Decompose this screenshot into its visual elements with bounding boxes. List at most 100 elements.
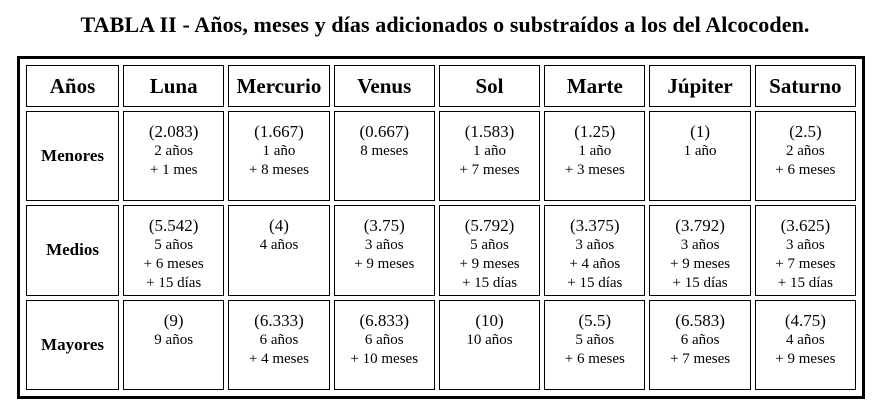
cell-line: + 1 mes <box>149 162 198 178</box>
table-cell: (6.333) 6 años + 4 meses <box>228 299 330 390</box>
cell-value: (3.792) <box>675 216 725 236</box>
cell-line: + 7 meses <box>775 256 836 273</box>
cell-line: 8 meses <box>360 143 409 159</box>
table-cell: (3.375) 3 años + 4 años + 15 días <box>544 205 646 296</box>
cell-value: (5.5) <box>578 310 612 330</box>
cell-line: + 6 meses <box>775 162 836 178</box>
table-cell: (1.667) 1 año + 8 meses <box>228 111 330 202</box>
table-row: Mayores (9) 9 años (6.333) 6 años + 4 meses (6… <box>26 299 856 390</box>
cell-line: + 8 meses <box>248 162 310 178</box>
cell-line: 10 años <box>466 331 513 348</box>
table-cell: (10) 10 años <box>438 299 541 390</box>
cell-line: + 4 años <box>569 256 621 273</box>
cell-line: 4 años <box>785 331 825 348</box>
table-cell: (4) 4 años <box>228 205 330 296</box>
row-header: Menores <box>26 111 120 202</box>
cell-line: 5 años <box>154 237 194 254</box>
cell-line: 4 años <box>259 237 299 254</box>
cell-line: + 9 meses <box>670 256 731 273</box>
column-header: Marte <box>544 65 646 107</box>
cell-line: + 3 meses <box>564 162 625 178</box>
cell-line: + 7 meses <box>670 350 731 367</box>
table-cell: (3.625) 3 años + 7 meses + 15 días <box>754 205 856 296</box>
cell-line: 2 años <box>785 143 825 159</box>
table-cell: (5.792) 5 años + 9 meses + 15 días <box>438 205 541 296</box>
cell-line: 5 años <box>575 331 615 348</box>
cell-line: 3 años <box>575 237 615 254</box>
cell-value: (9) <box>163 310 184 330</box>
cell-line: + 7 meses <box>459 162 520 178</box>
cell-value: (0.667) <box>359 122 410 141</box>
cell-line: 3 años <box>785 237 825 254</box>
table-cell: (1.25) 1 año + 3 meses <box>544 111 646 202</box>
cell-line: + 15 días <box>461 275 518 292</box>
column-header: Luna <box>123 65 225 107</box>
corner-header: Años <box>26 65 120 107</box>
cell-line: + 15 días <box>567 275 623 292</box>
table-cell: (5.542) 5 años + 6 meses + 15 días <box>123 205 225 296</box>
column-header: Sol <box>438 65 541 107</box>
cell-line: 5 años <box>470 237 509 254</box>
cell-line: 1 año <box>473 143 506 159</box>
table-cell: (9) 9 años <box>123 299 225 390</box>
cell-line: + 6 meses <box>143 256 204 273</box>
cell-value: (3.75) <box>363 216 405 236</box>
column-header: Júpiter <box>649 65 751 107</box>
row-header: Medios <box>26 205 120 296</box>
table-cell: (3.792) 3 años + 9 meses + 15 días <box>649 205 751 296</box>
cell-line: 2 años <box>154 143 194 159</box>
table-row: Medios (5.542) 5 años + 6 meses + 15 días (4)… <box>26 205 856 296</box>
cell-line: + 4 meses <box>248 350 310 367</box>
cell-value: (1.25) <box>574 122 616 141</box>
table-row: Menores (2.083) 2 años + 1 mes (1.667) 1 año +… <box>26 111 856 202</box>
column-header: Saturno <box>754 65 856 107</box>
column-header: Mercurio <box>228 65 330 107</box>
cell-value: (4.75) <box>784 310 826 330</box>
table-cell: (1) 1 año <box>649 111 751 202</box>
cell-value: (4) <box>269 216 289 236</box>
cell-line: + 9 meses <box>459 256 520 273</box>
cell-value: (5.542) <box>148 216 199 236</box>
table-cell: (6.833) 6 años + 10 meses <box>333 299 435 390</box>
cell-line: 6 años <box>259 331 299 348</box>
cell-line: 6 años <box>680 331 720 348</box>
cell-line: + 15 días <box>672 275 728 292</box>
cell-value: (10) <box>475 310 504 330</box>
cell-value: (1) <box>690 122 710 141</box>
cell-line: 1 año <box>262 143 296 159</box>
cell-value: (6.333) <box>254 310 304 330</box>
cell-value: (2.083) <box>148 122 199 141</box>
header-row: Años Luna Mercurio Venus Sol Marte Júpiter Sat… <box>26 65 856 107</box>
cell-line: + 10 meses <box>350 350 419 367</box>
cell-value: (2.5) <box>789 122 822 141</box>
table-title: TABLA II - Años, meses y días adicionado… <box>80 12 810 37</box>
cell-value: (3.375) <box>570 216 620 236</box>
cell-value: (6.583) <box>675 310 725 330</box>
cell-value: (1.583) <box>464 122 515 141</box>
table-cell: (2.5) 2 años + 6 meses <box>754 111 856 202</box>
table-cell: (4.75) 4 años + 9 meses <box>754 299 856 390</box>
cell-line: 9 años <box>154 331 194 348</box>
cell-line: + 6 meses <box>564 350 625 367</box>
cell-line: + 15 días <box>777 275 833 292</box>
cell-line: + 9 meses <box>775 350 836 367</box>
cell-line: 1 año <box>578 143 612 159</box>
cell-value: (3.625) <box>780 216 831 236</box>
table-cell: (2.083) 2 años + 1 mes <box>123 111 225 202</box>
table-cell: (1.583) 1 año + 7 meses <box>438 111 541 202</box>
cell-line: 1 año <box>683 143 717 159</box>
table-body: Menores (2.083) 2 años + 1 mes (1.667) 1 año +… <box>26 111 856 390</box>
cell-line: + 9 meses <box>354 256 415 273</box>
table-frame: Años Luna Mercurio Venus Sol Marte Júpiter Sat… <box>17 56 865 399</box>
cell-line: + 15 días <box>146 275 202 292</box>
cell-line: 3 años <box>680 237 720 254</box>
table-cell: (6.583) 6 años + 7 meses <box>649 299 751 390</box>
column-header: Venus <box>333 65 435 107</box>
row-header: Mayores <box>26 299 120 390</box>
cell-value: (1.667) <box>254 122 304 141</box>
cell-line: 3 años <box>364 237 404 254</box>
table-cell: (3.75) 3 años + 9 meses <box>333 205 435 296</box>
table-cell: (5.5) 5 años + 6 meses <box>544 299 646 390</box>
cell-value: (5.792) <box>464 216 515 236</box>
cell-line: 6 años <box>364 331 404 348</box>
